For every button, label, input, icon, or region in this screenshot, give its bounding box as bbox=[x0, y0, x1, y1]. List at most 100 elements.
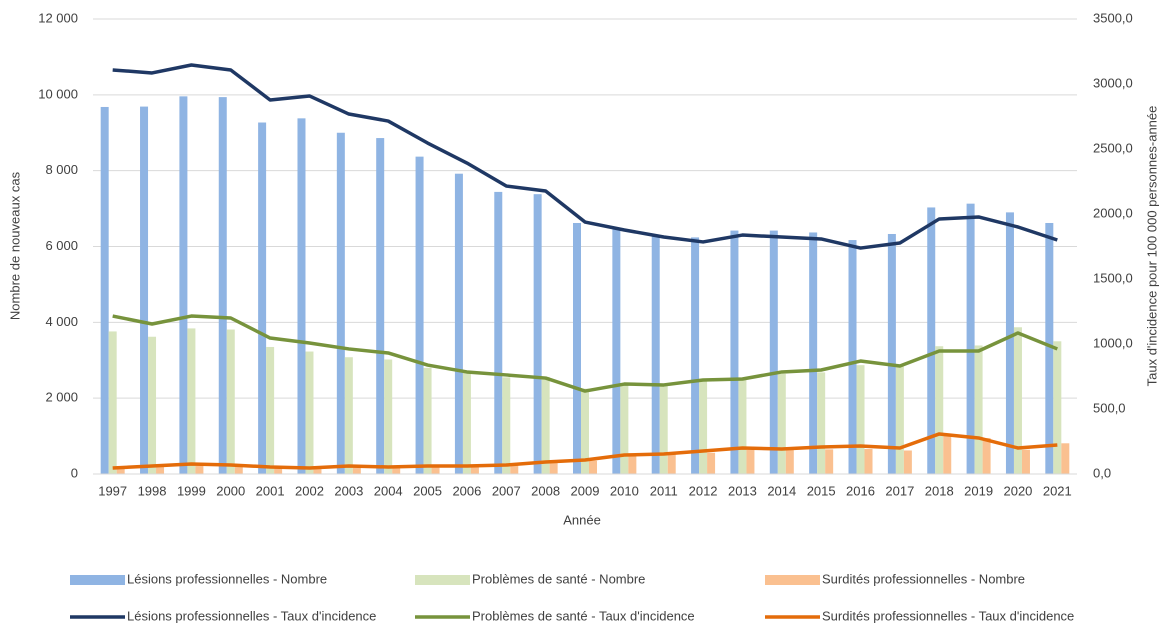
bar bbox=[454, 173, 463, 474]
line-series bbox=[112, 314, 1058, 393]
x-tick-label: 2016 bbox=[846, 483, 875, 498]
bar bbox=[140, 106, 149, 475]
bar bbox=[148, 336, 157, 474]
x-tick-label: 2018 bbox=[925, 483, 954, 498]
bar bbox=[116, 468, 125, 474]
bar bbox=[927, 207, 936, 474]
bar bbox=[179, 96, 188, 474]
x-tick-label: 2005 bbox=[413, 483, 442, 498]
x-tick-label: 2006 bbox=[452, 483, 481, 498]
x-tick-label: 2007 bbox=[492, 483, 521, 498]
legend-label: Surdités professionnelles - Nombre bbox=[822, 571, 1025, 586]
x-tick-label: 2017 bbox=[885, 483, 914, 498]
x-tick-label: 2020 bbox=[1003, 483, 1032, 498]
bar bbox=[573, 222, 581, 474]
bar bbox=[707, 452, 716, 474]
bar bbox=[100, 106, 109, 474]
bar bbox=[612, 229, 621, 474]
legend-label: Surdités professionnelles - Taux d'incid… bbox=[822, 608, 1074, 623]
bar bbox=[226, 329, 235, 474]
bar bbox=[691, 237, 700, 474]
bar bbox=[825, 449, 834, 474]
bar bbox=[344, 357, 353, 474]
bar bbox=[730, 230, 739, 474]
bar bbox=[470, 466, 479, 474]
y2-tick-label: 1500,0 bbox=[1093, 270, 1133, 285]
y2-tick-label: 0,0 bbox=[1093, 465, 1111, 480]
x-tick-label: 2015 bbox=[807, 483, 836, 498]
bar bbox=[659, 384, 668, 474]
bar bbox=[510, 465, 519, 474]
bar bbox=[187, 328, 196, 474]
bar bbox=[628, 455, 637, 474]
bar bbox=[581, 388, 589, 474]
x-tick-label: 2009 bbox=[571, 483, 600, 498]
bar bbox=[305, 351, 314, 474]
bar bbox=[376, 138, 385, 474]
bar bbox=[974, 345, 983, 474]
bar bbox=[415, 156, 424, 474]
bar bbox=[218, 97, 227, 474]
bar bbox=[1061, 443, 1070, 474]
bar bbox=[864, 448, 873, 474]
y2-tick-label: 1000,0 bbox=[1093, 335, 1133, 350]
bar bbox=[589, 460, 597, 474]
bar bbox=[156, 466, 165, 474]
legend-swatch bbox=[765, 575, 820, 585]
x-axis-title: Année bbox=[563, 512, 601, 527]
bar bbox=[887, 233, 896, 474]
bar bbox=[651, 234, 660, 474]
legend-label: Lésions professionnelles - Taux d'incide… bbox=[127, 608, 376, 623]
bar bbox=[903, 450, 912, 474]
x-tick-label: 2012 bbox=[689, 483, 718, 498]
bar bbox=[856, 365, 865, 474]
x-tick-label: 1998 bbox=[138, 483, 167, 498]
line-series bbox=[112, 432, 1058, 470]
y2-axis-title: Taux d'incidence pour 100 000 personnes-… bbox=[1144, 106, 1159, 387]
x-tick-label: 2008 bbox=[531, 483, 560, 498]
bar bbox=[352, 466, 361, 474]
bar bbox=[494, 191, 503, 474]
y-axis-title: Nombre de nouveaux cas bbox=[7, 171, 22, 320]
y-tick-label: 8 000 bbox=[45, 162, 78, 177]
y-tick-label: 4 000 bbox=[45, 314, 78, 329]
bar bbox=[533, 194, 542, 475]
bar bbox=[769, 230, 778, 474]
x-tick-label: 2004 bbox=[374, 483, 403, 498]
x-tick-label: 2021 bbox=[1043, 483, 1072, 498]
legend-label: Problèmes de santé - Taux d'incidence bbox=[472, 608, 695, 623]
y-tick-label: 10 000 bbox=[38, 86, 78, 101]
line-series bbox=[112, 63, 1058, 250]
bar bbox=[423, 367, 432, 474]
bar bbox=[384, 359, 393, 474]
bar bbox=[234, 464, 243, 474]
bar bbox=[1013, 327, 1022, 474]
bar bbox=[777, 373, 786, 474]
bar bbox=[699, 379, 708, 474]
bar bbox=[502, 377, 511, 474]
y-tick-label: 0 bbox=[71, 465, 78, 480]
bar bbox=[1021, 449, 1030, 474]
legend-swatch bbox=[415, 575, 470, 585]
bar bbox=[108, 331, 117, 474]
bar bbox=[817, 372, 826, 474]
bar bbox=[943, 435, 952, 474]
bar bbox=[895, 366, 904, 474]
bar bbox=[785, 449, 794, 474]
y2-tick-label: 2000,0 bbox=[1093, 205, 1133, 220]
bar bbox=[667, 453, 676, 474]
y2-tick-label: 2500,0 bbox=[1093, 140, 1133, 155]
bar bbox=[431, 466, 440, 474]
x-tick-label: 2000 bbox=[216, 483, 245, 498]
y2-tick-label: 3500,0 bbox=[1093, 10, 1133, 25]
x-tick-label: 2013 bbox=[728, 483, 757, 498]
bar bbox=[1053, 341, 1062, 474]
bar bbox=[336, 132, 345, 474]
bar bbox=[620, 384, 629, 474]
x-tick-label: 2001 bbox=[256, 483, 285, 498]
y-tick-label: 12 000 bbox=[38, 10, 78, 25]
x-tick-label: 1999 bbox=[177, 483, 206, 498]
x-tick-label: 2011 bbox=[650, 483, 678, 498]
